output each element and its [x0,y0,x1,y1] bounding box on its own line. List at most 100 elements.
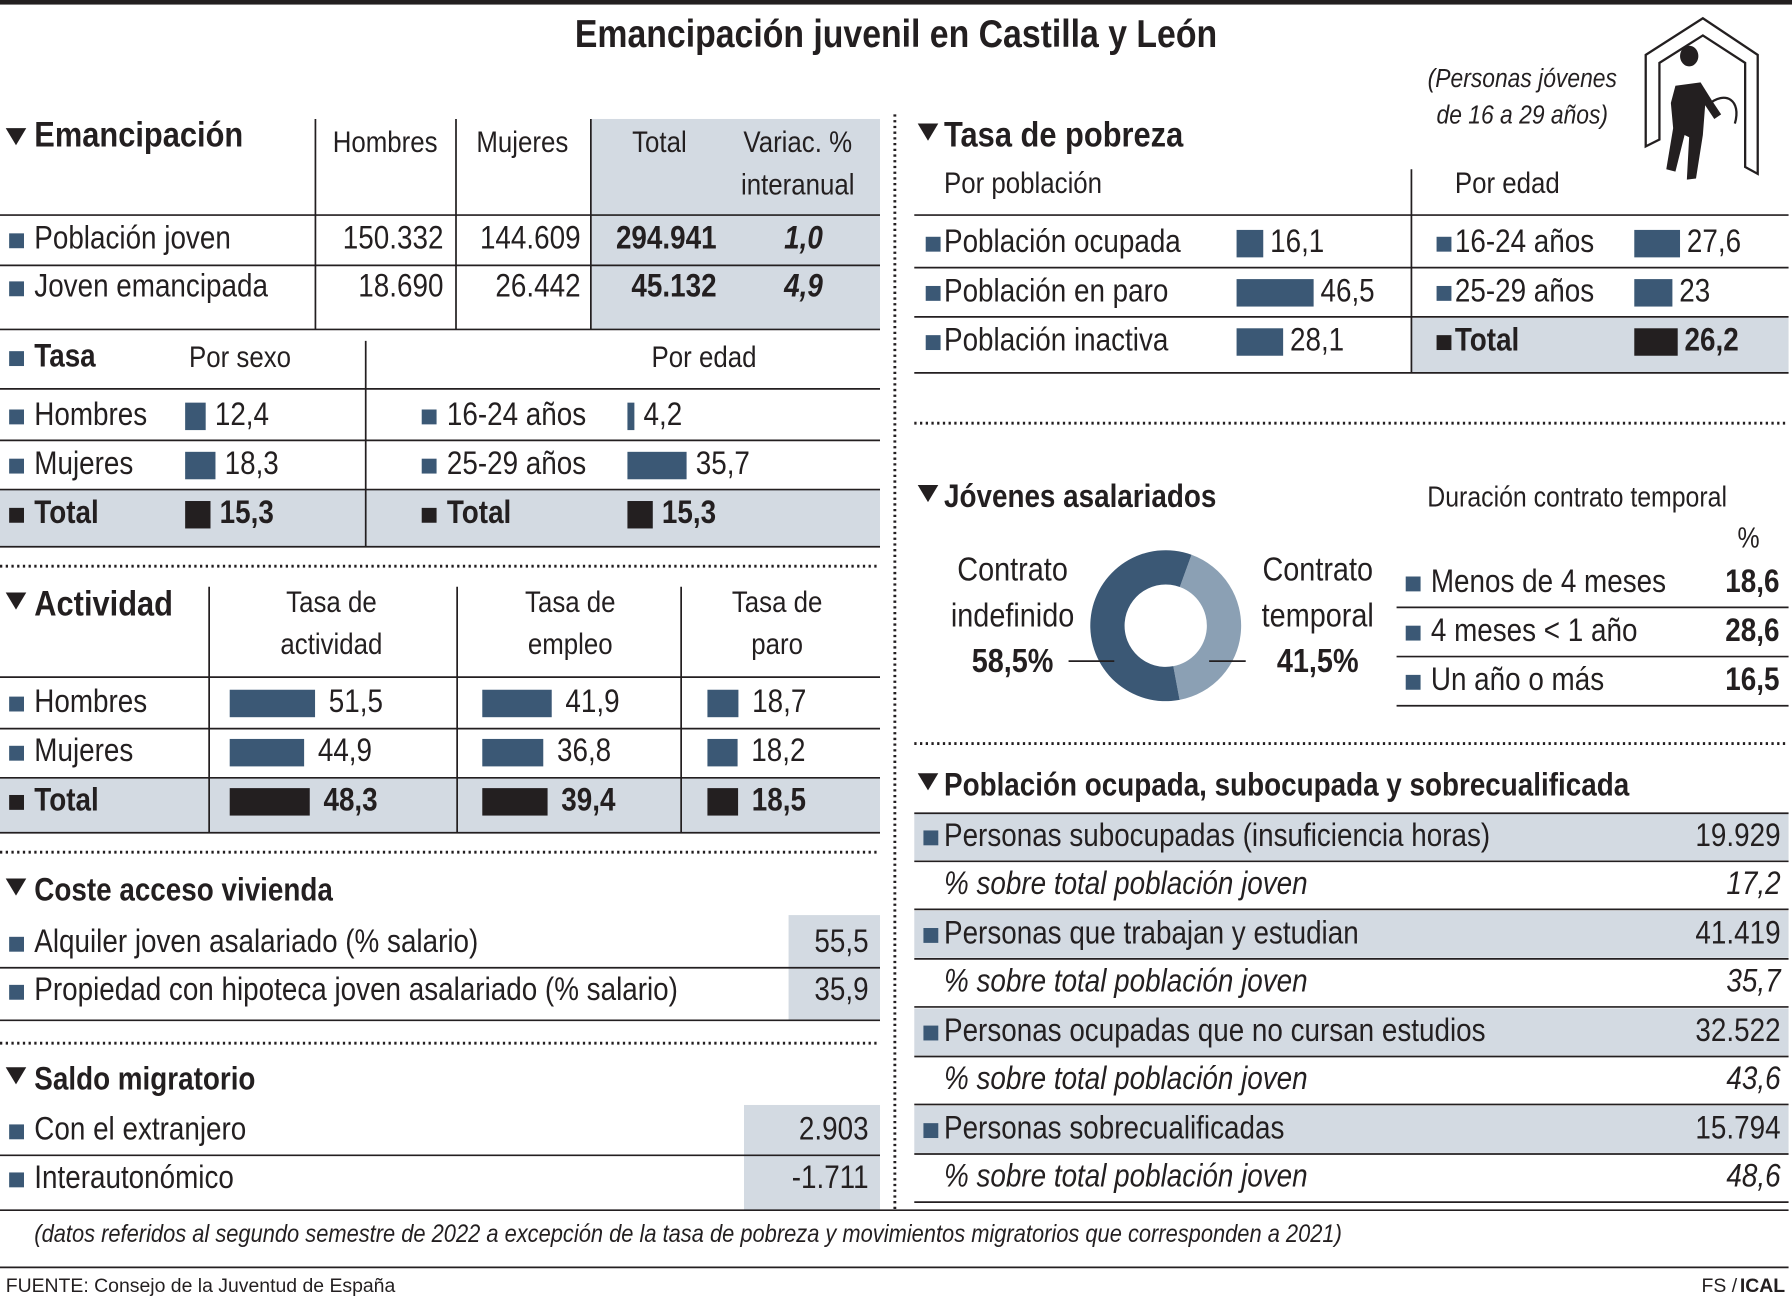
cell: 144.609 [480,221,581,256]
bar [1634,328,1678,356]
text-group: 15,3 [662,495,716,530]
text-group: Mujeres [476,125,568,158]
text-group: 58,5% [972,642,1054,679]
text-group: % sobre total población joven [944,866,1308,901]
section-marker [5,878,27,896]
value-label: 48,3 [323,783,377,818]
row-label: Personas sobrecualificadas [944,1111,1284,1146]
text-group: (Personas jóvenes [1428,65,1617,94]
text-group: 15,3 [220,495,274,530]
text-group: 4 meses < 1 año [1431,613,1638,648]
value-label: 44,9 [318,733,372,768]
text-group: Total [34,495,98,530]
cell: 26.442 [495,269,580,304]
donut-label: Contrato [1262,551,1373,588]
text-group: Joven emancipada [34,269,268,304]
bullet [9,936,24,952]
text-group: 18,5 [752,783,806,818]
bar [1634,279,1673,307]
column-header: Por sexo [189,340,291,373]
column-header: Mujeres [476,125,568,158]
text-group: Total [34,783,98,818]
row-label: Alquiler joven asalariado (% salario) [34,924,478,959]
text-group: Contrato [957,551,1068,588]
bar [707,788,739,816]
bar [1634,229,1681,258]
bullet [9,281,24,297]
text-group: 55,5 [814,924,868,959]
donut-label: temporal [1262,597,1374,634]
row-label: 4 meses < 1 año [1431,613,1638,648]
top-rule [0,0,1792,5]
row-label: Personas que trabajan y estudian [944,916,1359,951]
text-group: 294.941 [616,221,717,256]
text-group: Tasa de pobreza [944,116,1184,155]
value-label: 18,7 [752,684,806,719]
shaded-area [914,1008,1789,1056]
bullet [9,233,24,249]
text-group: 35,9 [814,972,868,1007]
bullet [925,285,941,301]
strap [1706,96,1738,124]
bullet [1405,674,1421,690]
text-group: 18,7 [752,684,806,719]
value-label: 15,3 [662,495,716,530]
text-group: Emancipación [34,116,243,155]
row-label: Población en paro [944,274,1168,309]
row-label: Total [34,495,98,530]
cell: 17,2 [1726,866,1780,901]
section-heading: Tasa de pobreza [944,116,1184,155]
shaded-area [914,1105,1789,1153]
credit: ICAL [1740,1275,1785,1297]
section-marker [5,128,27,146]
text-group: 12,4 [215,397,269,432]
text-group: Tasa de [286,585,377,618]
bar [1236,328,1284,356]
cell: 43,6 [1726,1061,1780,1096]
text-group: Alquiler joven asalariado (% salario) [34,924,478,959]
text-group: Total [632,125,687,158]
text-group: Población ocupada [944,224,1181,259]
footnote: (datos referidos al segundo semestre de … [34,1220,1342,1248]
text-group: Personas que trabajan y estudian [944,916,1359,951]
bullet [925,236,941,252]
row-label: % sobre total población joven [944,1061,1308,1096]
section-heading: Jóvenes asalariados [944,479,1216,514]
text-group: 43,6 [1726,1061,1780,1096]
text-group: 16-24 años [1455,224,1594,259]
row-label: Interautonómico [34,1160,234,1195]
text-group: interanual [741,168,855,201]
donut-value: 41,5% [1277,642,1359,679]
cell: 18,6 [1725,564,1779,599]
text-group: Por edad [1455,166,1560,199]
text-group: 25-29 años [1455,274,1594,309]
bar [482,788,548,816]
cell: 28,6 [1725,613,1779,648]
bullet [9,745,24,761]
text-group: 23 [1679,274,1710,309]
row-label: Un año o más [1431,662,1604,697]
bar [185,402,206,431]
value-label: 4,2 [644,397,683,432]
text-group: 45.132 [631,269,716,304]
text-group: Hombres [34,397,147,432]
text-group: 15.794 [1695,1111,1780,1146]
text-group: Población joven [34,221,231,256]
shaded-area [0,489,880,547]
text-group: Actividad [34,585,173,624]
row-label: Población ocupada [944,224,1181,259]
text-group: Tasa de [732,585,823,618]
text-group: Hombres [333,125,438,158]
row-label: Total [34,783,98,818]
text-group: 26,2 [1685,323,1739,358]
text-group: Por población [944,166,1102,199]
shaded-area [0,777,880,833]
section-heading: Población ocupada, subocupada y sobrecua… [944,768,1629,803]
row-label: Menos de 4 meses [1431,564,1666,599]
text-group: Población en paro [944,274,1168,309]
text-group: 150.332 [343,221,444,256]
text-group: % sobre total población joven [944,1061,1308,1096]
value-label: 41,9 [565,684,619,719]
text-group: Saldo migratorio [34,1062,255,1097]
row-label: 25-29 años [1455,274,1594,309]
